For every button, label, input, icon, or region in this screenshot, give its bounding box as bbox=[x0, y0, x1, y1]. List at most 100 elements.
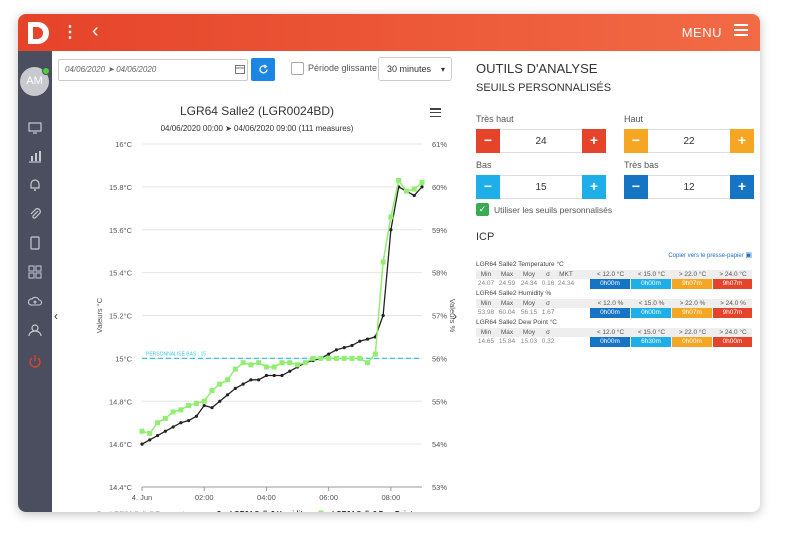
calendar-icon[interactable] bbox=[235, 64, 245, 74]
monitor-icon[interactable] bbox=[28, 121, 42, 135]
copy-clipboard-link[interactable]: Copier vers le presse-papier ▣ bbox=[668, 251, 752, 259]
chart-menu-icon[interactable] bbox=[430, 108, 441, 118]
icp-header-cell: > 24.0 °C bbox=[719, 329, 747, 336]
data-point bbox=[372, 351, 378, 357]
very-low-value[interactable]: 12 bbox=[683, 182, 695, 193]
y-right-tick-label: 59% bbox=[432, 226, 447, 235]
user-icon[interactable] bbox=[28, 323, 42, 337]
analysis-title: OUTILS D'ANALYSE bbox=[476, 61, 598, 76]
top-bar: ⋮ ‹ MENU bbox=[18, 14, 760, 51]
icp-sensor-name: LGR64 Salle2 Temperature °C bbox=[476, 261, 564, 268]
data-point bbox=[333, 355, 339, 361]
high-stepper[interactable]: − 22 + bbox=[624, 129, 754, 153]
power-icon[interactable] bbox=[28, 354, 42, 368]
y-left-tick-label: 14.4°C bbox=[109, 483, 133, 492]
icp-duration-badge: 0h00m bbox=[590, 279, 630, 289]
icp-duration-badge: 9h07m bbox=[672, 279, 712, 289]
very-high-stepper[interactable]: − 24 + bbox=[476, 129, 606, 153]
more-options-icon[interactable]: ⋮ bbox=[62, 24, 78, 41]
y-right-tick-label: 60% bbox=[432, 183, 447, 192]
y-right-tick-label: 58% bbox=[432, 269, 447, 278]
data-point bbox=[210, 406, 214, 410]
data-point bbox=[194, 414, 199, 418]
menu-hamburger-icon[interactable] bbox=[734, 24, 748, 36]
use-custom-thresholds-checkbox[interactable]: ✓ bbox=[476, 203, 489, 216]
icp-header-row: Min Max Moy σ < 12.0 % < 15.0 % > 22.0 % > 24.0… bbox=[476, 299, 752, 308]
date-range-input[interactable]: 04/06/2020 ➤ 04/06/2020 bbox=[58, 59, 248, 81]
high-plus-button[interactable]: + bbox=[730, 129, 754, 153]
very-low-stepper[interactable]: − 12 + bbox=[624, 175, 754, 199]
low-plus-button[interactable]: + bbox=[582, 175, 606, 199]
data-point bbox=[280, 373, 284, 378]
low-value[interactable]: 15 bbox=[535, 182, 547, 193]
icp-header-cell: < 15.0 % bbox=[638, 300, 665, 307]
icp-header-cell: σ bbox=[545, 271, 550, 278]
data-point bbox=[342, 346, 346, 350]
thresholds-title: SEUILS PERSONNALISÉS bbox=[476, 82, 612, 94]
data-point bbox=[225, 377, 231, 383]
back-chevron-icon[interactable]: ‹ bbox=[92, 20, 99, 42]
tablet-icon[interactable] bbox=[28, 236, 42, 250]
icp-value-cell: 1.67 bbox=[541, 309, 555, 316]
refresh-button[interactable] bbox=[251, 58, 275, 81]
data-point bbox=[381, 313, 385, 318]
icp-title: ICP bbox=[476, 231, 495, 243]
icp-duration-badge: 6h30m bbox=[631, 337, 671, 347]
low-stepper[interactable]: − 15 + bbox=[476, 175, 606, 199]
next-chevron-icon[interactable]: › bbox=[453, 309, 457, 323]
bar-chart-icon[interactable] bbox=[28, 149, 42, 163]
legend-label: LGR64 Salle2 Dew Point bbox=[332, 511, 413, 512]
data-point bbox=[163, 429, 167, 433]
duration-select[interactable]: 30 minutes ▾ bbox=[378, 57, 452, 81]
data-point bbox=[411, 186, 417, 192]
paperclip-icon[interactable] bbox=[28, 207, 42, 221]
very-high-label: Très haut bbox=[476, 114, 514, 124]
icp-header-cell: Max bbox=[500, 329, 514, 336]
data-point bbox=[271, 364, 277, 370]
clipboard-icon: ▣ bbox=[745, 252, 752, 259]
data-point bbox=[139, 428, 145, 434]
data-point bbox=[232, 366, 238, 372]
icp-value-cell: 24.59 bbox=[498, 280, 516, 287]
chart-subtitle: 04/06/2020 00:00 ➤ 04/06/2020 09:00 (111… bbox=[160, 124, 354, 133]
high-label: Haut bbox=[624, 114, 644, 124]
icp-header-cell: MKT bbox=[559, 271, 573, 278]
prev-chevron-icon[interactable]: ‹ bbox=[54, 309, 58, 323]
data-point bbox=[201, 398, 207, 404]
copy-clipboard-label: Copier vers le presse-papier bbox=[668, 253, 744, 259]
very-low-minus-button[interactable]: − bbox=[624, 175, 648, 199]
grid-icon[interactable] bbox=[28, 265, 42, 279]
icp-header-cell: Max bbox=[500, 300, 514, 307]
data-point bbox=[272, 373, 276, 378]
icp-duration-badge: 0h00m bbox=[713, 337, 752, 347]
data-point bbox=[240, 360, 246, 366]
very-low-plus-button[interactable]: + bbox=[730, 175, 754, 199]
data-point bbox=[350, 343, 354, 348]
very-high-plus-button[interactable]: + bbox=[582, 129, 606, 153]
chevron-down-icon: ▾ bbox=[440, 65, 445, 74]
icp-value-cell: 53.98 bbox=[477, 309, 495, 316]
high-minus-button[interactable]: − bbox=[624, 129, 648, 153]
icp-duration-badge: 0h00m bbox=[590, 337, 630, 347]
cloud-upload-icon[interactable] bbox=[27, 294, 43, 308]
y-right-tick-label: 56% bbox=[432, 354, 447, 363]
bell-icon[interactable] bbox=[28, 178, 42, 192]
data-point bbox=[327, 352, 331, 356]
very-high-minus-button[interactable]: − bbox=[476, 129, 500, 153]
icp-value-cell: 24.34 bbox=[520, 280, 538, 287]
icp-value-cell: 15.84 bbox=[498, 338, 516, 345]
data-point bbox=[318, 355, 324, 361]
chart-panel: 04/06/2020 ➤ 04/06/2020 Période glissant… bbox=[52, 51, 462, 512]
icp-sensor-name: LGR64 Salle2 Humidity % bbox=[476, 290, 552, 297]
high-value[interactable]: 22 bbox=[683, 136, 695, 147]
icp-header-cell: σ bbox=[545, 329, 550, 336]
y-left-tick-label: 15°C bbox=[115, 354, 132, 363]
line-chart: 14.4°C 53% 14.6°C 54% 14.8°C 55% 15°C 56% 15.2°C… bbox=[95, 140, 457, 512]
sliding-period-checkbox[interactable] bbox=[291, 62, 304, 75]
low-minus-button[interactable]: − bbox=[476, 175, 500, 199]
menu-label[interactable]: MENU bbox=[681, 25, 722, 40]
low-label: Bas bbox=[476, 160, 492, 170]
very-high-value[interactable]: 24 bbox=[535, 136, 547, 147]
data-point bbox=[396, 177, 402, 183]
data-point bbox=[162, 415, 168, 421]
